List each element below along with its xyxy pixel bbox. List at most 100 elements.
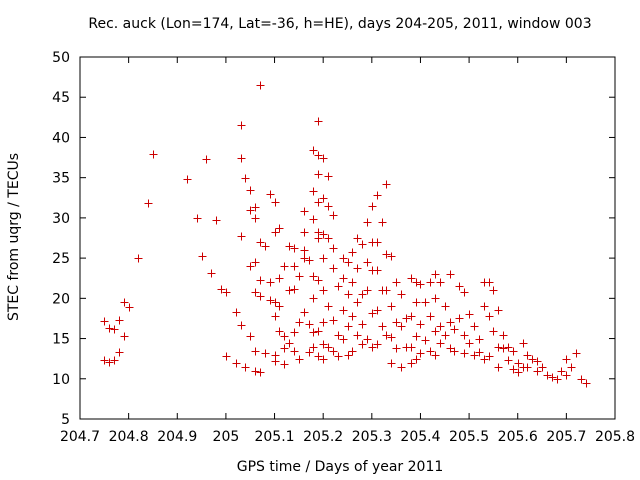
- y-tick-label: 10: [52, 372, 70, 388]
- data-point: [450, 325, 459, 334]
- data-point: [256, 292, 265, 301]
- data-point: [523, 363, 532, 372]
- axis-ticks: 204.7 204.8 204.9 205 205.1 205.2 205.3 205.4 20…: [52, 50, 635, 445]
- x-tick-label: 205.5: [449, 429, 489, 445]
- data-point: [348, 278, 357, 287]
- data-point: [339, 335, 348, 344]
- data-point: [300, 308, 309, 317]
- data-point: [358, 320, 367, 329]
- data-point: [271, 357, 280, 366]
- data-point: [329, 211, 338, 220]
- data-point: [183, 175, 192, 184]
- data-point: [251, 347, 260, 356]
- data-point: [319, 286, 328, 295]
- data-point: [412, 278, 421, 287]
- data-point: [300, 254, 309, 263]
- y-tick-label: 15: [52, 332, 70, 348]
- data-point: [402, 314, 411, 323]
- data-point: [475, 335, 484, 344]
- data-point: [110, 356, 119, 365]
- data-point: [344, 351, 353, 360]
- data-point: [339, 306, 348, 315]
- data-point: [280, 332, 289, 341]
- data-point: [363, 286, 372, 295]
- data-point: [280, 360, 289, 369]
- data-point: [373, 191, 382, 200]
- data-point: [232, 359, 241, 368]
- data-point: [309, 294, 318, 303]
- data-point: [285, 286, 294, 295]
- data-point: [305, 320, 314, 329]
- data-point: [125, 303, 134, 312]
- data-point: [392, 344, 401, 353]
- data-point: [368, 202, 377, 211]
- data-point: [275, 327, 284, 336]
- data-point: [421, 298, 430, 307]
- data-point: [324, 343, 333, 352]
- data-point: [300, 228, 309, 237]
- data-point: [334, 282, 343, 291]
- data-points: [100, 81, 591, 388]
- data-point: [455, 282, 464, 291]
- data-point: [314, 170, 323, 179]
- data-point: [246, 186, 255, 195]
- data-point: [412, 298, 421, 307]
- x-tick-label: 205.4: [400, 429, 440, 445]
- data-point: [562, 371, 571, 380]
- data-point: [567, 363, 576, 372]
- data-point: [553, 375, 562, 384]
- data-point: [266, 296, 275, 305]
- data-point: [241, 363, 250, 372]
- data-point: [562, 355, 571, 364]
- data-point: [407, 343, 416, 352]
- x-tick-label: 205.1: [254, 429, 294, 445]
- data-point: [387, 252, 396, 261]
- y-tick-label: 25: [52, 251, 70, 267]
- data-point: [533, 357, 542, 366]
- data-point: [319, 318, 328, 327]
- data-point: [300, 246, 309, 255]
- data-point: [582, 379, 591, 388]
- data-point: [523, 351, 532, 360]
- data-point: [421, 336, 430, 345]
- data-point: [528, 355, 537, 364]
- data-point: [285, 242, 294, 251]
- data-point: [344, 290, 353, 299]
- x-tick-label: 205.8: [595, 429, 635, 445]
- data-point: [382, 286, 391, 295]
- data-point: [504, 356, 513, 365]
- data-point: [271, 228, 280, 237]
- x-tick-label: 204.9: [157, 429, 197, 445]
- data-point: [120, 332, 129, 341]
- data-point: [309, 146, 318, 155]
- data-point: [319, 254, 328, 263]
- data-point: [329, 244, 338, 253]
- data-point: [295, 355, 304, 364]
- data-point: [378, 322, 387, 331]
- data-point: [207, 269, 216, 278]
- data-point: [251, 367, 260, 376]
- y-tick-label: 35: [52, 171, 70, 187]
- data-point: [470, 322, 479, 331]
- data-point: [431, 327, 440, 336]
- data-point: [412, 355, 421, 364]
- data-point: [324, 302, 333, 311]
- data-point: [329, 264, 338, 273]
- data-point: [519, 339, 528, 348]
- data-point: [305, 256, 314, 265]
- data-point: [324, 172, 333, 181]
- data-point: [509, 365, 518, 374]
- data-point: [314, 198, 323, 207]
- data-point: [222, 352, 231, 361]
- data-point: [261, 242, 270, 251]
- data-point: [548, 373, 557, 382]
- data-point: [295, 272, 304, 281]
- data-point: [314, 276, 323, 285]
- data-point: [485, 352, 494, 361]
- data-point: [426, 312, 435, 321]
- data-point: [572, 349, 581, 358]
- data-point: [105, 324, 114, 333]
- x-tick-label: 205.2: [303, 429, 343, 445]
- data-point: [261, 349, 270, 358]
